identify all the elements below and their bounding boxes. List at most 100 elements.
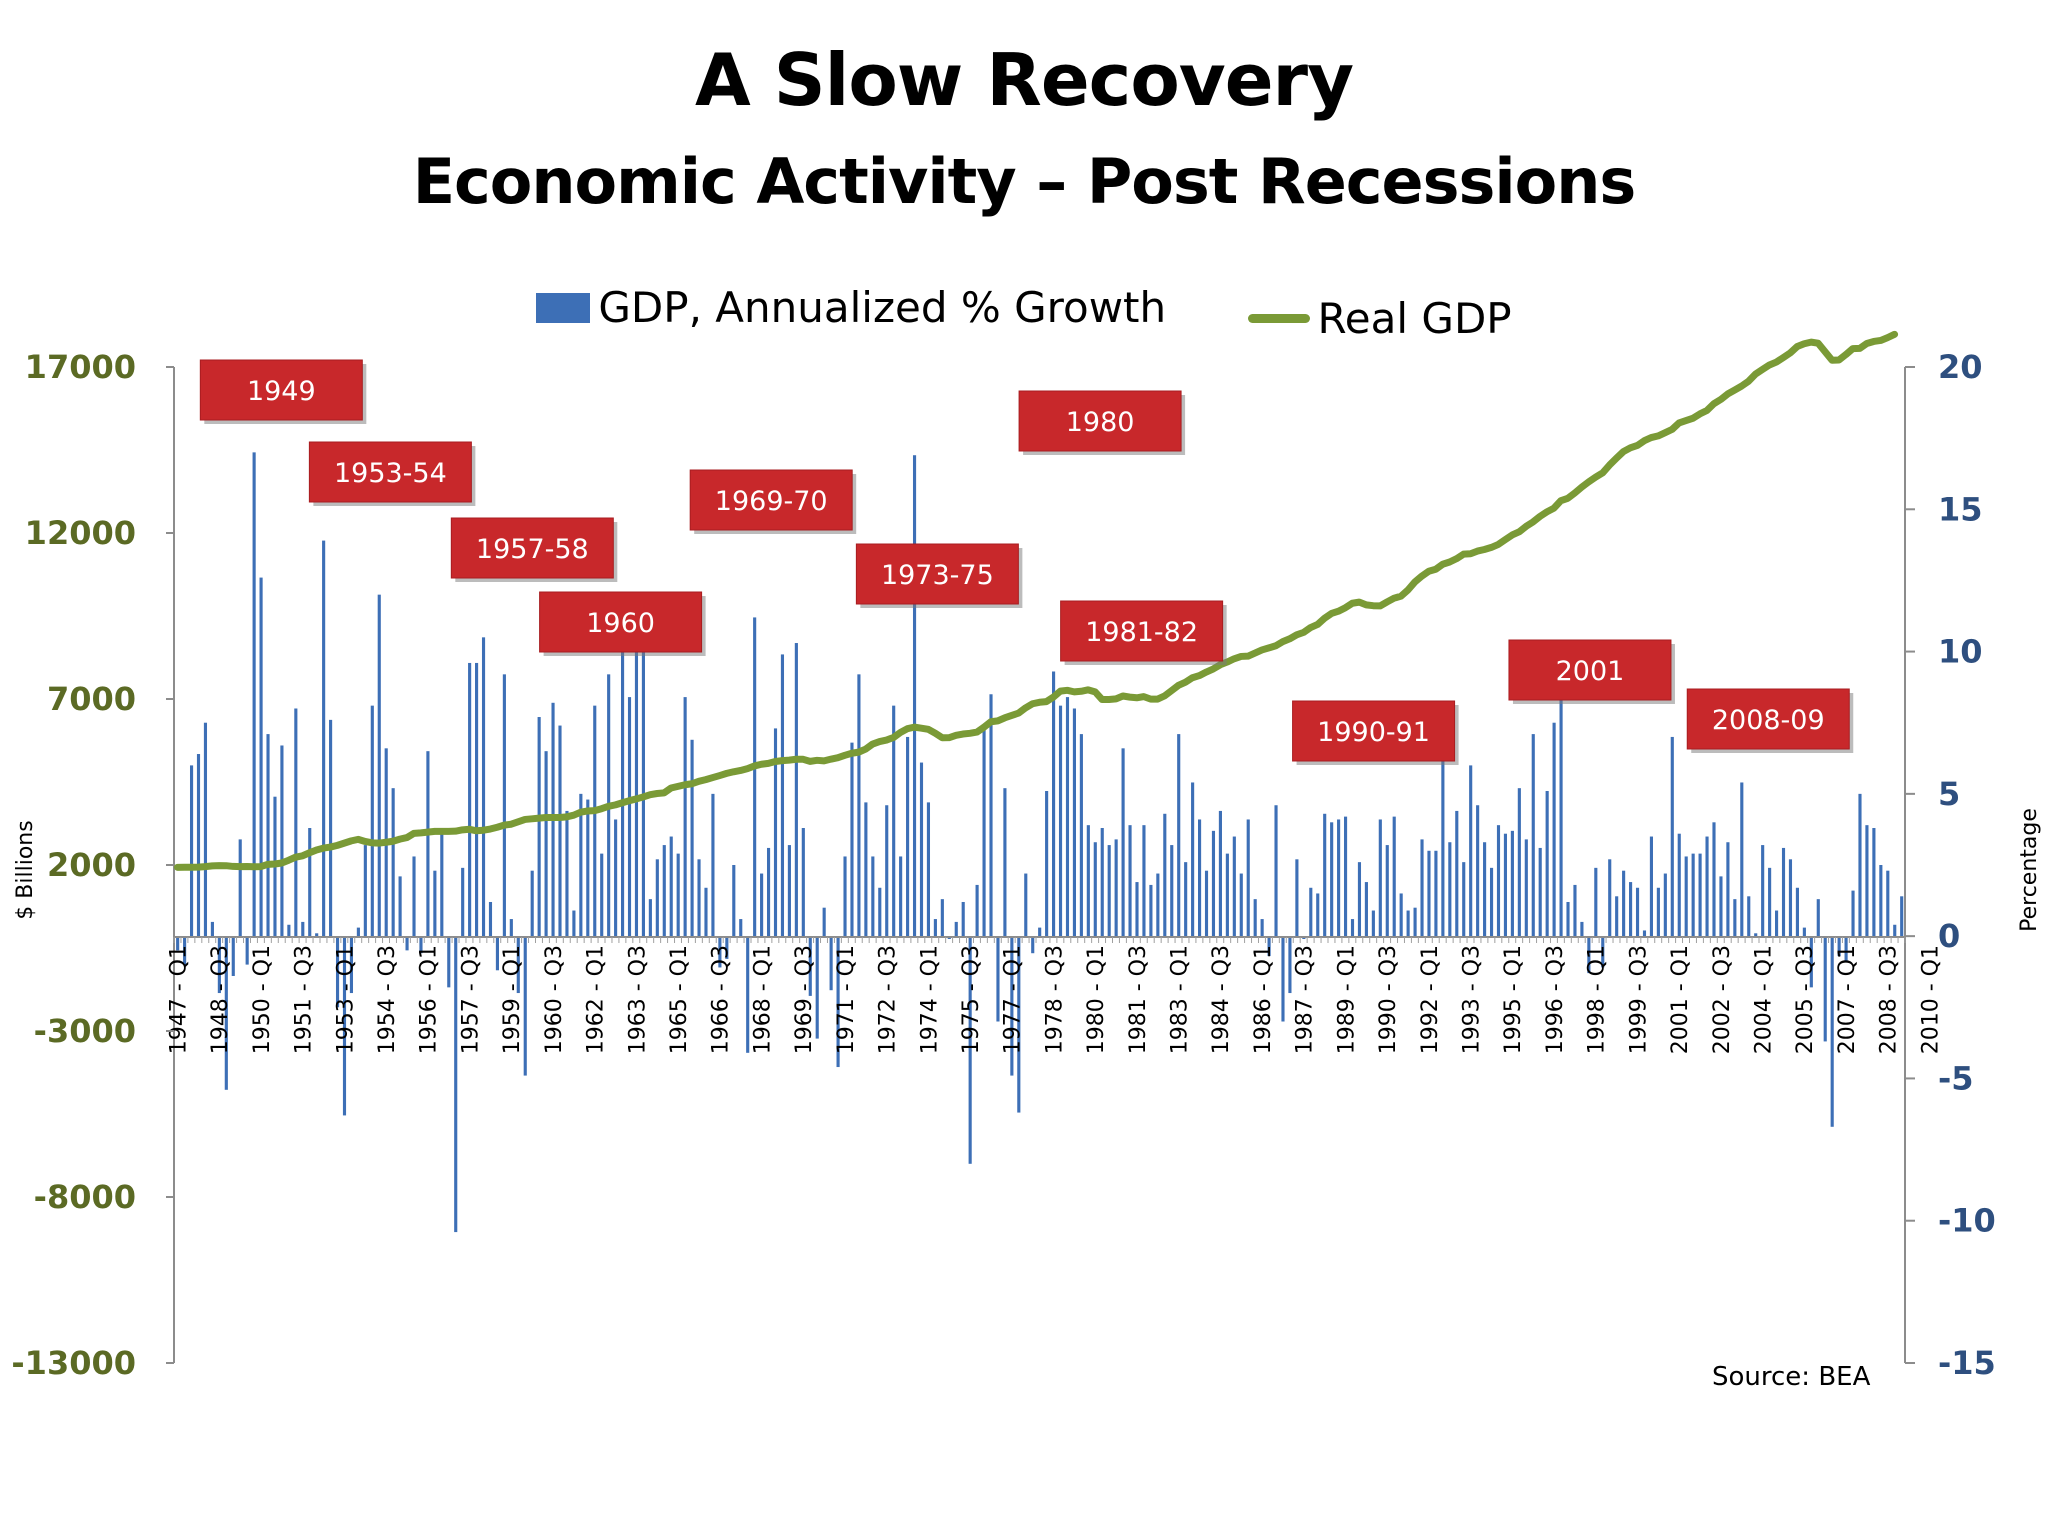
x-tick-label: 1978 - Q3	[1042, 945, 1067, 1054]
legend: GDP, Annualized % Growth Real GDP	[0, 283, 2048, 343]
gdp-growth-bar	[1337, 819, 1341, 937]
gdp-growth-bar	[1184, 862, 1188, 937]
y-axis-label-left: $ Billions	[13, 820, 38, 919]
gdp-growth-bar	[794, 643, 798, 937]
gdp-growth-bar	[1079, 734, 1083, 937]
gdp-growth-bar	[912, 455, 917, 937]
gdp-growth-bar	[780, 654, 785, 937]
x-tick-label: 1981 - Q3	[1126, 945, 1151, 1054]
gdp-growth-bar	[1441, 731, 1445, 937]
gdp-growth-bar	[183, 936, 187, 965]
gdp-growth-bar	[308, 828, 312, 937]
gdp-growth-bar	[1128, 825, 1132, 937]
gdp-growth-bar	[1038, 927, 1042, 937]
x-tick-label: 1954 - Q3	[375, 945, 400, 1054]
gdp-growth-bar	[176, 936, 180, 951]
gdp-growth-bar	[1740, 782, 1744, 937]
gdp-growth-bar	[1170, 845, 1174, 937]
gdp-growth-bar	[329, 719, 333, 937]
gdp-growth-bar	[516, 936, 520, 994]
recession-callout: 1960	[539, 591, 706, 656]
gdp-growth-bar	[961, 901, 965, 937]
gdp-growth-bar	[1761, 845, 1765, 937]
x-tick-label: 1948 - Q3	[208, 945, 233, 1054]
gdp-growth-bar	[1469, 765, 1473, 937]
gdp-growth-bar	[1531, 734, 1535, 937]
x-tick-label: 1951 - Q3	[292, 945, 317, 1054]
callout-label: 1957-58	[476, 534, 589, 565]
callout-label: 1953-54	[334, 458, 447, 489]
gdp-growth-bar	[1385, 845, 1389, 937]
gdp-growth-bar	[189, 765, 194, 937]
gdp-growth-bar	[697, 859, 701, 937]
gdp-growth-bar	[1510, 830, 1514, 937]
gdp-growth-bar	[933, 919, 937, 937]
gdp-growth-bar	[1309, 887, 1313, 937]
gdp-growth-bar	[600, 853, 604, 937]
x-tick-label: 1974 - Q1	[917, 945, 942, 1054]
x-tick-label: 1983 - Q1	[1168, 945, 1193, 1054]
gdp-growth-bar	[1163, 813, 1167, 937]
gdp-growth-bar	[975, 884, 979, 937]
callout-box	[1508, 639, 1672, 701]
gdp-growth-bar	[419, 936, 423, 954]
gdp-growth-bar	[1837, 936, 1841, 957]
y-left-ticks: 17000 12000 7000 2000 -3000 -8000 -13000	[11, 348, 174, 1382]
x-tick-label: 1968 - Q1	[750, 945, 775, 1054]
gdp-growth-bar	[1281, 936, 1285, 1022]
gdp-growth-bar	[1608, 859, 1612, 937]
gdp-growth-bar	[760, 873, 764, 937]
gdp-growth-bar	[1642, 930, 1647, 937]
gdp-growth-bar	[1622, 870, 1626, 937]
gdp-growth-bar	[787, 845, 791, 937]
chart-subtitle: Economic Activity – Post Recessions	[412, 145, 1637, 218]
gdp-growth-bar	[1246, 819, 1250, 937]
x-tick-label: 1999 - Q3	[1626, 945, 1651, 1054]
x-tick-label: 1977 - Q1	[1001, 945, 1026, 1054]
gdp-growth-bar	[558, 725, 562, 937]
gdp-growth-bar	[1670, 736, 1674, 937]
gdp-growth-bar	[1211, 830, 1216, 937]
callout-box	[199, 359, 363, 421]
gdp-growth-bar	[718, 936, 722, 968]
gdp-growth-bar	[815, 936, 819, 1039]
gdp-growth-bar	[1517, 788, 1521, 937]
gdp-growth-bar	[1900, 896, 1904, 937]
gdp-growth-bar	[1788, 859, 1793, 937]
gdp-growth-bar	[1719, 876, 1723, 937]
gdp-growth-bar	[1156, 873, 1160, 937]
gdp-growth-bar	[315, 933, 319, 937]
gdp-growth-bar	[1823, 936, 1827, 1042]
gdp-growth-bar	[1406, 910, 1410, 937]
y-left-tick-label: 7000	[47, 680, 136, 718]
gdp-growth-bar	[808, 936, 812, 996]
gdp-growth-bar	[919, 762, 924, 937]
gdp-growth-bar	[1107, 845, 1111, 937]
gdp-growth-bar	[238, 839, 242, 937]
y-left-tick-label: 17000	[25, 348, 136, 386]
gdp-growth-bar	[1357, 862, 1362, 937]
gdp-growth-bar	[1677, 833, 1681, 937]
recession-callout: 1969-70	[689, 469, 857, 534]
gdp-growth-bar	[1288, 936, 1292, 994]
gdp-growth-bar	[1691, 853, 1695, 937]
gdp-growth-bar	[1086, 825, 1090, 937]
callout-label: 1969-70	[715, 486, 828, 517]
callout-box	[1060, 600, 1224, 662]
recession-callout: 1973-75	[855, 543, 1023, 608]
gdp-growth-bar	[1198, 819, 1202, 937]
gdp-growth-bar	[878, 887, 882, 937]
gdp-growth-bar	[1218, 810, 1222, 937]
gdp-growth-bar	[1045, 791, 1049, 937]
gdp-growth-bar	[690, 739, 694, 937]
gdp-growth-bar	[683, 697, 687, 937]
gdp-growth-bar	[704, 887, 708, 937]
gdp-growth-bar	[1330, 822, 1334, 937]
gdp-growth-bar	[1545, 791, 1549, 937]
x-tick-label: 1996 - Q3	[1543, 945, 1568, 1054]
gdp-growth-bar	[1392, 816, 1396, 937]
gdp-growth-bar	[481, 637, 486, 937]
gdp-growth-bar	[1587, 936, 1591, 974]
gdp-growth-bar	[1114, 839, 1118, 937]
